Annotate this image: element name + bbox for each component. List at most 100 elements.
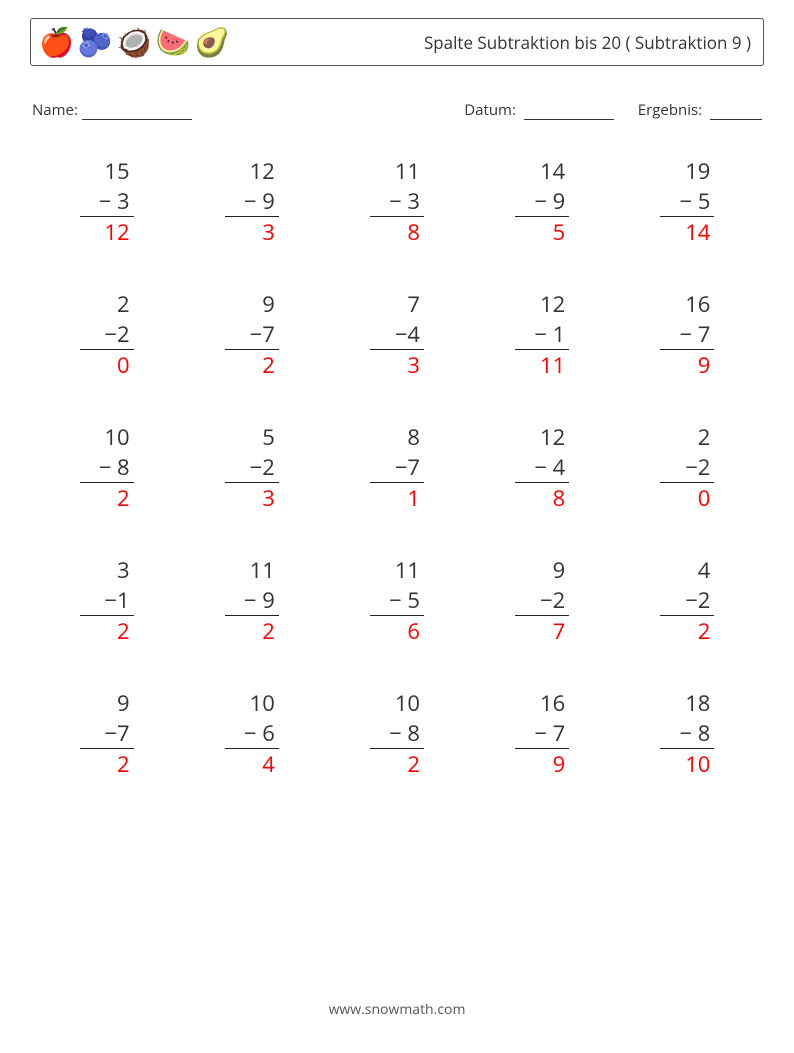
subtrahend-row: − 9 <box>515 186 569 217</box>
answer: 2 <box>80 616 134 646</box>
problem-column: 5−23 <box>225 422 279 513</box>
subtrahend-row: −1 <box>80 585 134 616</box>
problem-grid: 15− 31212− 9311− 3814− 9519− 5142−209−72… <box>30 156 764 779</box>
problem-column: 19− 514 <box>660 156 714 247</box>
problem-column: 11− 38 <box>370 156 424 247</box>
subtrahend-row: − 4 <box>515 452 569 483</box>
answer: 11 <box>515 350 569 380</box>
problem-cell: 12− 111 <box>470 289 615 380</box>
subtrahend-row: − 5 <box>660 186 714 217</box>
problem-cell: 16− 79 <box>615 289 760 380</box>
answer: 0 <box>80 350 134 380</box>
problem-column: 2−20 <box>660 422 714 513</box>
problem-cell: 10− 82 <box>34 422 179 513</box>
name-blank[interactable] <box>82 104 192 121</box>
problem-column: 10− 64 <box>225 688 279 779</box>
problem-cell: 9−27 <box>470 555 615 646</box>
answer: 7 <box>515 616 569 646</box>
problem-column: 9−72 <box>225 289 279 380</box>
answer: 4 <box>225 749 279 779</box>
minuend: 12 <box>515 289 569 319</box>
problem-cell: 12− 93 <box>179 156 324 247</box>
result-label: Ergebnis: <box>638 100 702 120</box>
minuend: 7 <box>370 289 424 319</box>
problem-column: 12− 93 <box>225 156 279 247</box>
meta-right: Datum: Ergebnis: <box>464 100 762 120</box>
minuend: 9 <box>515 555 569 585</box>
name-label: Name: <box>32 100 78 120</box>
subtrahend-row: − 8 <box>80 452 134 483</box>
answer: 3 <box>370 350 424 380</box>
problem-cell: 18− 810 <box>615 688 760 779</box>
minuend: 8 <box>370 422 424 452</box>
answer: 10 <box>660 749 714 779</box>
subtrahend-row: −2 <box>515 585 569 616</box>
subtrahend-row: − 1 <box>515 319 569 350</box>
answer: 2 <box>370 749 424 779</box>
problem-column: 12− 48 <box>515 422 569 513</box>
answer: 8 <box>515 483 569 513</box>
subtrahend-row: − 7 <box>660 319 714 350</box>
minuend: 2 <box>80 289 134 319</box>
problem-cell: 11− 38 <box>324 156 469 247</box>
answer: 2 <box>80 483 134 513</box>
answer: 1 <box>370 483 424 513</box>
subtrahend-row: −7 <box>370 452 424 483</box>
answer: 9 <box>660 350 714 380</box>
problem-column: 9−72 <box>80 688 134 779</box>
problem-cell: 14− 95 <box>470 156 615 247</box>
problem-column: 9−27 <box>515 555 569 646</box>
avocado-icon: 🥑 <box>195 28 230 56</box>
result-blank[interactable] <box>710 104 762 121</box>
answer: 9 <box>515 749 569 779</box>
problem-column: 10− 82 <box>80 422 134 513</box>
blueberry-icon: 🫐 <box>78 28 113 56</box>
minuend: 5 <box>225 422 279 452</box>
problem-column: 10− 82 <box>370 688 424 779</box>
date-group: Datum: <box>464 100 614 120</box>
problem-cell: 2−20 <box>34 289 179 380</box>
fruit-icon-row: 🍎 🫐 🥥 🍉 🥑 <box>39 28 229 56</box>
problem-column: 3−12 <box>80 555 134 646</box>
minuend: 10 <box>80 422 134 452</box>
answer: 0 <box>660 483 714 513</box>
problem-cell: 9−72 <box>179 289 324 380</box>
minuend: 12 <box>225 156 279 186</box>
problem-column: 14− 95 <box>515 156 569 247</box>
subtrahend-row: − 9 <box>225 585 279 616</box>
coconut-icon: 🥥 <box>117 28 152 56</box>
minuend: 9 <box>80 688 134 718</box>
answer: 14 <box>660 217 714 247</box>
minuend: 16 <box>660 289 714 319</box>
result-group: Ergebnis: <box>638 100 762 120</box>
problem-cell: 10− 64 <box>179 688 324 779</box>
minuend: 10 <box>370 688 424 718</box>
subtrahend-row: − 3 <box>370 186 424 217</box>
problem-column: 2−20 <box>80 289 134 380</box>
minuend: 11 <box>370 555 424 585</box>
minuend: 15 <box>80 156 134 186</box>
date-blank[interactable] <box>524 104 614 121</box>
subtrahend-row: − 6 <box>225 718 279 749</box>
minuend: 11 <box>370 156 424 186</box>
problem-column: 18− 810 <box>660 688 714 779</box>
minuend: 9 <box>225 289 279 319</box>
answer: 12 <box>80 217 134 247</box>
problem-cell: 2−20 <box>615 422 760 513</box>
subtrahend-row: −7 <box>225 319 279 350</box>
watermelon-icon: 🍉 <box>156 28 191 56</box>
answer: 2 <box>225 616 279 646</box>
worksheet-page: 🍎 🫐 🥥 🍉 🥑 Spalte Subtraktion bis 20 ( Su… <box>0 0 794 1053</box>
answer: 2 <box>80 749 134 779</box>
subtrahend-row: −2 <box>80 319 134 350</box>
apple-icon: 🍎 <box>39 28 74 56</box>
problem-cell: 16− 79 <box>470 688 615 779</box>
problem-column: 11− 92 <box>225 555 279 646</box>
problem-cell: 19− 514 <box>615 156 760 247</box>
minuend: 3 <box>80 555 134 585</box>
problem-column: 8−71 <box>370 422 424 513</box>
subtrahend-row: − 8 <box>370 718 424 749</box>
minuend: 12 <box>515 422 569 452</box>
answer: 5 <box>515 217 569 247</box>
page-title: Spalte Subtraktion bis 20 ( Subtraktion … <box>424 31 751 54</box>
